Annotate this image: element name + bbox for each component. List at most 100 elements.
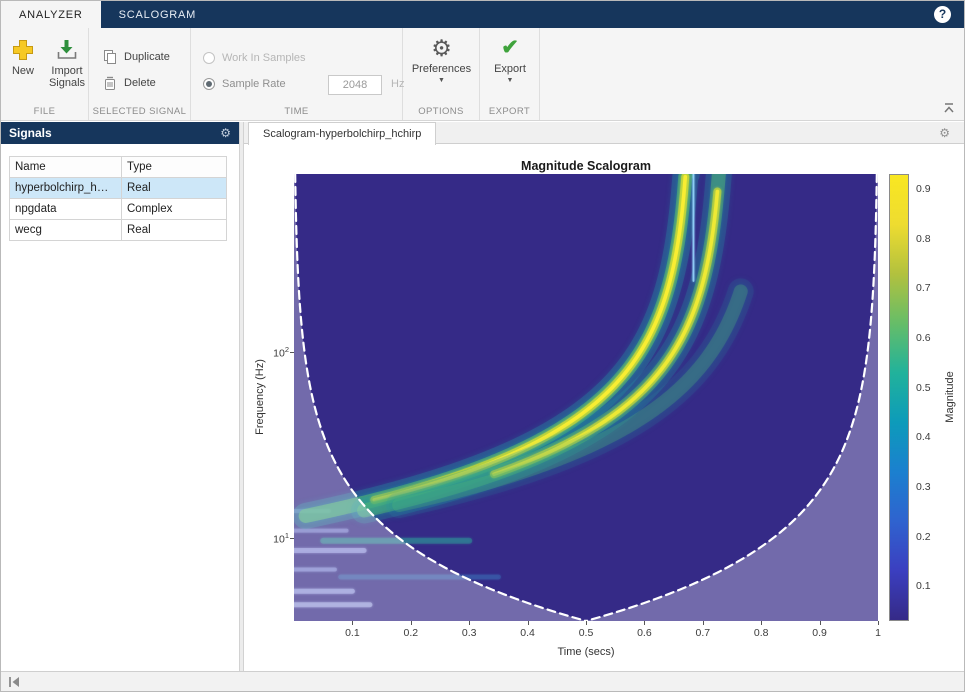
app-tab-bar: ANALYZER SCALOGRAM ? (1, 1, 964, 28)
x-tick-mark (410, 621, 412, 625)
signal-type-cell[interactable]: Complex (121, 198, 227, 220)
duplicate-label: Duplicate (124, 51, 170, 63)
time-section-label: TIME (284, 106, 309, 117)
x-tick-label: 0.6 (637, 627, 652, 639)
colorbar-tick-label: 0.9 (916, 182, 931, 195)
x-tick-mark (586, 621, 587, 625)
signal-name-cell[interactable]: wecg (9, 219, 122, 241)
x-axis-label: Time (secs) (557, 646, 615, 658)
tab-scalogram-document[interactable]: Scalogram-hyperbolchirp_hchirp (248, 122, 437, 145)
plot-title: Magnitude Scalogram (521, 159, 651, 173)
x-tick-mark (878, 621, 879, 625)
x-tick-label: 0.8 (753, 627, 769, 639)
colorbar (889, 174, 909, 621)
x-tick-label: 0.2 (403, 627, 419, 639)
delete-label: Delete (124, 77, 156, 89)
signal-name-cell[interactable]: npgdata (9, 198, 122, 220)
x-tick-mark (644, 621, 646, 625)
y-tick-mark (290, 538, 294, 540)
duplicate-icon (104, 50, 116, 64)
x-tick-label: 0.4 (520, 627, 535, 639)
colorbar-tick-label: 0.1 (916, 580, 931, 593)
file-section-label: FILE (33, 106, 56, 117)
column-header-type[interactable]: Type (121, 156, 227, 178)
preferences-gear-icon: ⚙ (431, 35, 452, 61)
signals-panel-header: Signals ⚙ (1, 122, 239, 144)
export-check-icon: ✔ (501, 36, 519, 59)
x-tick-label: 0.1 (345, 627, 360, 639)
document-area: Scalogram-hyperbolchirp_hchirp ⚙ Magnitu… (244, 122, 964, 671)
x-tick-mark (469, 621, 471, 625)
duplicate-button[interactable]: Duplicate (102, 49, 170, 65)
signal-name-cell[interactable]: hyperbolchirp_h… (9, 177, 122, 199)
tab-scalogram[interactable]: SCALOGRAM (118, 8, 197, 21)
x-tick-mark (352, 621, 354, 625)
colorbar-tick-label: 0.8 (916, 232, 931, 245)
export-button[interactable]: ✔ Export ▼ (480, 36, 540, 84)
signals-panel-gear-icon[interactable]: ⚙ (220, 126, 231, 140)
preferences-dropdown-icon: ▼ (438, 77, 445, 84)
ribbon: New Import Signals FILE Duplicate (1, 28, 964, 121)
help-icon[interactable]: ? (934, 6, 951, 23)
table-row[interactable]: wecg Real (9, 219, 227, 241)
signals-panel: Signals ⚙ Name Type hyperbolchirp_h… Rea… (1, 122, 239, 671)
x-tick-mark (702, 621, 704, 625)
export-label: Export (494, 63, 526, 75)
collapse-ribbon-icon[interactable] (942, 102, 956, 114)
ribbon-section-selected-signal: Duplicate Delete SELECTED SIGNAL (89, 28, 191, 120)
new-button-label: New (11, 65, 34, 77)
collapse-panel-icon[interactable] (7, 675, 21, 689)
column-header-name[interactable]: Name (9, 156, 122, 178)
tab-analyzer[interactable]: ANALYZER (1, 1, 101, 28)
new-button[interactable]: New (5, 38, 41, 77)
export-section-label: EXPORT (488, 106, 531, 117)
table-row[interactable]: npgdata Complex (9, 198, 227, 220)
delete-button[interactable]: Delete (102, 75, 156, 91)
sample-rate-radio[interactable] (203, 78, 215, 90)
ribbon-section-file: New Import Signals FILE (1, 28, 89, 120)
y-tick-mark (290, 351, 294, 353)
x-tick-label: 0.3 (461, 627, 477, 639)
colorbar-tick-label: 0.7 (916, 282, 931, 295)
import-signals-button[interactable]: Import Signals (45, 38, 89, 89)
colorbar-tick-label: 0.3 (916, 480, 931, 493)
signals-table: Name Type hyperbolchirp_h… Real npgdata … (9, 156, 227, 241)
signal-type-cell[interactable]: Real (121, 177, 227, 199)
colorbar-tick-label: 0.2 (916, 530, 931, 543)
signals-table-header-row: Name Type (9, 156, 227, 178)
x-tick-label: 0.7 (695, 627, 711, 639)
options-section-label: OPTIONS (418, 106, 464, 117)
import-signals-label: Import Signals (48, 65, 86, 89)
import-arrow-icon (57, 40, 77, 59)
preferences-button[interactable]: ⚙ Preferences ▼ (403, 36, 480, 84)
table-row[interactable]: hyperbolchirp_h… Real (9, 177, 227, 199)
selected-signal-section-label: SELECTED SIGNAL (92, 106, 187, 117)
x-tick-label: 0.5 (578, 627, 594, 639)
sample-rate-label: Sample Rate (222, 78, 286, 90)
document-gear-icon[interactable]: ⚙ (939, 126, 950, 140)
sample-rate-input[interactable] (328, 75, 382, 95)
ribbon-section-time: Work In Samples Sample Rate Hz TIME (191, 28, 405, 120)
x-tick-mark (527, 621, 529, 625)
ribbon-section-options: ⚙ Preferences ▼ OPTIONS (403, 28, 480, 120)
signal-type-cell[interactable]: Real (121, 219, 227, 241)
status-bar (1, 671, 964, 691)
x-tick-mark (761, 621, 763, 625)
y-tick-label: 101 (273, 531, 289, 546)
y-tick-label: 102 (273, 344, 289, 360)
document-tab-strip: Scalogram-hyperbolchirp_hchirp ⚙ (244, 122, 964, 145)
x-tick-mark (819, 621, 821, 625)
colorbar-tick-label: 0.5 (916, 381, 931, 394)
export-dropdown-icon: ▼ (506, 77, 514, 84)
sample-rate-unit-label: Hz (391, 78, 405, 90)
colorbar-tick-label: 0.4 (916, 431, 931, 444)
scalogram-image[interactable] (294, 174, 878, 621)
panel-splitter[interactable] (239, 122, 244, 671)
x-tick-label: 0.9 (812, 627, 827, 639)
x-tick-label: 1 (875, 627, 881, 639)
work-in-samples-radio[interactable] (203, 52, 215, 64)
delete-trash-icon (105, 76, 115, 90)
colorbar-label: Magnitude (944, 371, 956, 423)
new-plus-icon (13, 40, 33, 60)
